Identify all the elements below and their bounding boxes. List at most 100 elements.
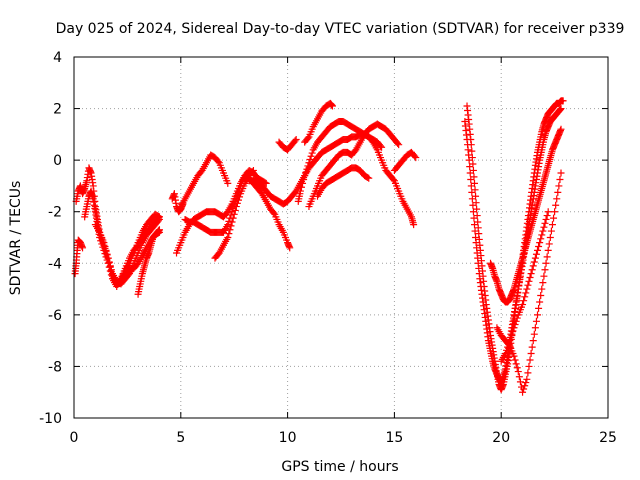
data-point xyxy=(470,173,478,181)
data-point xyxy=(552,201,560,209)
data-point xyxy=(304,162,312,170)
data-point xyxy=(155,226,163,234)
data-point xyxy=(300,175,308,183)
data-point xyxy=(503,346,511,354)
x-tick-label: 20 xyxy=(492,430,510,446)
data-point xyxy=(520,297,528,305)
data-point xyxy=(519,388,527,396)
data-point xyxy=(471,186,479,194)
y-tick-label: 0 xyxy=(53,153,62,169)
x-tick-label: 15 xyxy=(385,430,403,446)
x-axis-label: GPS time / hours xyxy=(281,459,398,475)
data-point xyxy=(542,259,550,267)
data-point xyxy=(521,293,529,301)
y-tick-label: -6 xyxy=(48,308,62,324)
data-point xyxy=(531,324,539,332)
data-series xyxy=(177,151,232,211)
y-tick-label: -10 xyxy=(39,411,62,427)
data-point xyxy=(511,321,519,329)
data-point xyxy=(523,285,531,293)
data-point xyxy=(395,141,403,149)
data-point xyxy=(531,254,539,262)
data-point xyxy=(224,221,232,229)
data-point xyxy=(522,289,530,297)
data-point xyxy=(532,250,540,258)
x-tick-label: 5 xyxy=(176,430,185,446)
data-point xyxy=(534,311,542,319)
data-point xyxy=(538,285,546,293)
data-series xyxy=(301,99,336,146)
data-point xyxy=(299,179,307,187)
data-point xyxy=(553,195,561,203)
data-point xyxy=(526,273,534,281)
data-point xyxy=(540,272,548,280)
data-point xyxy=(520,385,528,393)
data-point xyxy=(524,281,532,289)
data-point xyxy=(229,214,237,222)
data-point xyxy=(530,258,538,266)
data-point xyxy=(537,235,545,243)
data-series xyxy=(463,97,567,394)
data-point xyxy=(472,199,480,207)
data-point xyxy=(79,244,87,252)
chart-title: Day 025 of 2024, Sidereal Day-to-day VTE… xyxy=(56,21,625,37)
data-point xyxy=(504,343,512,351)
data-point xyxy=(515,373,523,381)
data-point xyxy=(303,165,311,173)
data-point xyxy=(526,356,534,364)
data-point xyxy=(559,97,567,105)
data-point xyxy=(522,379,530,387)
data-point xyxy=(107,266,115,274)
data-point xyxy=(544,246,552,254)
data-point xyxy=(527,270,535,278)
data-point xyxy=(513,364,521,372)
data-point xyxy=(410,221,418,229)
data-point xyxy=(262,179,270,187)
plot-frame xyxy=(73,56,609,419)
data-point xyxy=(469,166,477,174)
data-point xyxy=(510,352,518,360)
data-point xyxy=(512,317,520,325)
data-point xyxy=(471,179,478,187)
data-point xyxy=(225,230,233,238)
axis-ticks xyxy=(73,56,609,419)
y-tick-label: -8 xyxy=(48,359,62,375)
data-point xyxy=(236,193,244,201)
data-point xyxy=(541,219,549,227)
data-point xyxy=(523,375,531,383)
data-point xyxy=(471,227,479,235)
data-series xyxy=(211,166,257,262)
data-point xyxy=(307,152,315,160)
data-point xyxy=(557,125,565,133)
data-point xyxy=(521,382,529,390)
data-point xyxy=(539,279,547,287)
data-point xyxy=(328,102,336,110)
data-point xyxy=(364,174,372,182)
data-series xyxy=(390,148,420,174)
data-point xyxy=(525,277,533,285)
data-point xyxy=(473,205,481,213)
data-point xyxy=(233,199,241,207)
data-series xyxy=(487,125,565,306)
data-point xyxy=(535,243,543,251)
data-point xyxy=(501,350,509,358)
data-point xyxy=(261,179,269,187)
data-point xyxy=(292,136,300,144)
data-point xyxy=(232,203,240,211)
data-series xyxy=(305,120,403,211)
data-point xyxy=(554,188,562,196)
data-point xyxy=(472,192,480,200)
data-series xyxy=(497,208,552,365)
data-point xyxy=(506,337,514,345)
data-point xyxy=(225,217,233,225)
data-point xyxy=(411,152,419,160)
data-series xyxy=(245,130,386,208)
data-point xyxy=(532,317,540,325)
data-point xyxy=(514,368,522,376)
data-point xyxy=(557,105,565,113)
data-point xyxy=(543,253,551,261)
data-point xyxy=(106,262,114,270)
data-point xyxy=(535,304,543,312)
y-tick-label: -2 xyxy=(48,205,62,221)
